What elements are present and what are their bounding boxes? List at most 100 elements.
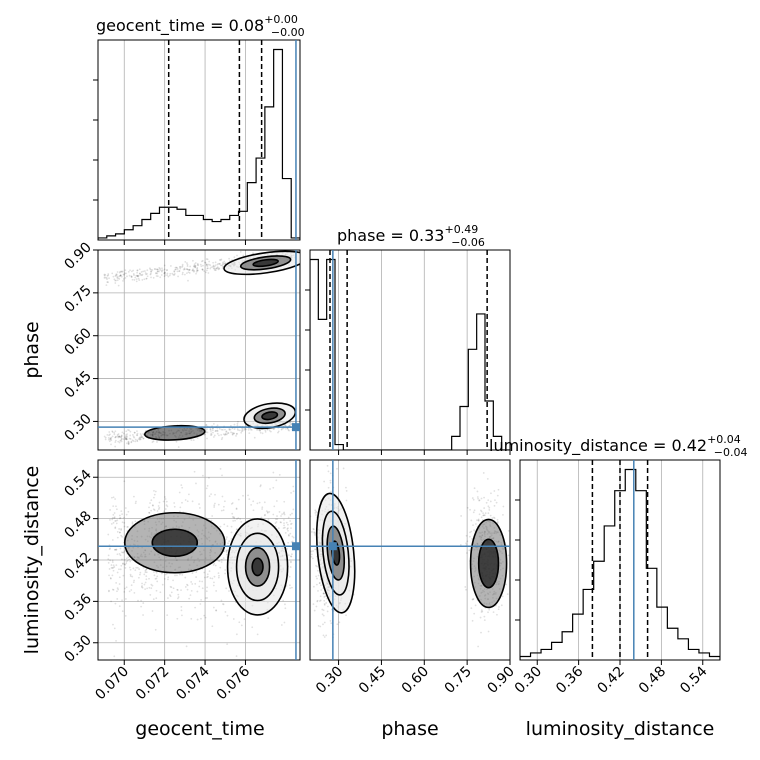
sample-point <box>157 505 160 507</box>
sample-point <box>150 276 152 279</box>
sample-point <box>136 439 139 442</box>
sample-point <box>152 440 155 443</box>
sample-point <box>199 603 202 605</box>
sample-point <box>181 486 184 489</box>
sample-point <box>326 610 329 613</box>
sample-point <box>130 276 133 278</box>
sample-point <box>120 440 123 443</box>
sample-point <box>178 270 180 273</box>
sample-point <box>203 571 206 574</box>
sample-point <box>119 270 122 273</box>
sample-point <box>323 592 325 595</box>
sample-point <box>190 581 193 583</box>
sample-point <box>217 503 220 506</box>
sample-point <box>231 427 234 430</box>
sample-point <box>212 436 215 438</box>
sample-point <box>261 506 264 509</box>
sample-point <box>129 269 131 272</box>
sample-point <box>138 272 141 275</box>
sample-point <box>103 274 106 277</box>
sample-point <box>252 500 255 503</box>
sample-point <box>233 428 236 430</box>
sample-point <box>319 625 322 628</box>
sample-point <box>139 571 142 574</box>
sample-point <box>136 275 139 277</box>
sample-point <box>180 589 182 592</box>
sample-point <box>115 564 118 567</box>
sample-point <box>289 513 292 516</box>
density-contours <box>315 492 508 614</box>
sample-point <box>133 279 136 281</box>
sample-point <box>470 607 473 610</box>
sample-point <box>125 562 128 565</box>
sample-point <box>173 270 176 272</box>
sample-point <box>143 583 146 586</box>
sample-point <box>517 542 519 544</box>
truth-point <box>291 542 300 551</box>
sample-point <box>134 569 137 572</box>
sample-point <box>194 582 197 585</box>
sample-point <box>483 619 486 622</box>
sample-point <box>288 429 290 432</box>
sample-point <box>477 519 480 522</box>
sample-point <box>312 585 315 588</box>
sample-point <box>209 428 212 430</box>
geocent-time-histogram-panel <box>93 39 301 245</box>
sample-point <box>473 529 475 532</box>
sample-point <box>345 486 347 489</box>
sample-point <box>173 270 176 273</box>
sample-point <box>269 488 271 490</box>
sample-point <box>172 579 174 582</box>
sample-point <box>287 554 290 557</box>
sample-point <box>209 577 212 580</box>
sample-point <box>472 597 475 600</box>
sample-point <box>221 428 224 431</box>
sample-point <box>112 566 115 569</box>
sample-point <box>140 274 143 277</box>
sample-point <box>205 428 208 430</box>
sample-point <box>107 533 110 536</box>
sample-point <box>317 590 319 592</box>
sample-point <box>121 599 123 602</box>
sample-point <box>195 576 198 578</box>
sample-point <box>112 275 115 278</box>
sample-point <box>122 551 125 554</box>
sample-point <box>139 273 142 276</box>
sample-point <box>237 517 240 519</box>
sample-point <box>205 264 208 266</box>
sample-point <box>275 500 278 502</box>
sample-point <box>269 430 272 433</box>
distance-vs-geocent-time-panel: 0.070 0.072 0.074 0.076 0.30 0.36 0.42 0.48 0.54 <box>61 459 301 703</box>
sample-point <box>231 516 234 518</box>
sample-point <box>216 263 219 266</box>
sample-point <box>161 270 163 273</box>
sample-point <box>210 519 213 522</box>
sample-point <box>136 440 139 443</box>
sample-point <box>105 284 108 287</box>
sample-point <box>205 263 208 266</box>
sample-point <box>268 510 271 513</box>
sample-point <box>217 262 220 265</box>
sample-point <box>194 265 197 268</box>
sample-point <box>111 431 114 433</box>
sample-point <box>496 521 499 523</box>
x-tick-label: 0.30 <box>512 664 545 697</box>
sample-point <box>244 428 247 430</box>
sample-point <box>220 258 223 261</box>
sample-point <box>132 435 135 438</box>
sample-point <box>133 495 135 498</box>
sample-point <box>118 568 120 571</box>
sample-point <box>113 655 116 658</box>
sample-point <box>218 263 221 265</box>
sample-point <box>126 435 128 438</box>
sample-point <box>122 562 124 565</box>
sample-point <box>124 436 126 439</box>
sample-point <box>172 587 175 590</box>
sample-point <box>109 437 112 440</box>
sample-point <box>138 437 141 440</box>
sample-point <box>109 577 112 579</box>
sample-point <box>114 436 117 439</box>
sample-point <box>210 432 213 435</box>
sample-point <box>139 433 142 435</box>
